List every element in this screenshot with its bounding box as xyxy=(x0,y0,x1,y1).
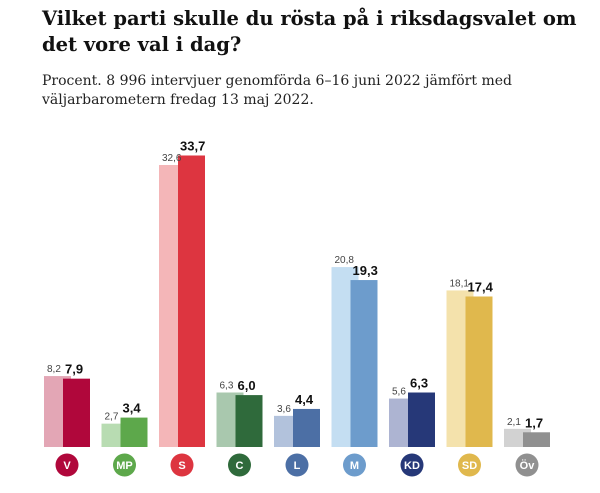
party-badge-ov xyxy=(515,453,539,477)
value-label-current-ov: 1,7 xyxy=(525,415,543,430)
party-label-sd: SD xyxy=(462,460,477,472)
party-label-ov: Öv xyxy=(520,459,536,472)
party-badge-c xyxy=(228,453,251,477)
party-label-s: S xyxy=(178,460,185,472)
party-badge-mp xyxy=(113,453,136,477)
value-label-current-s: 33,7 xyxy=(180,138,205,153)
party-badge-kd xyxy=(400,453,424,477)
party-badge-sd xyxy=(458,453,481,477)
value-label-previous-mp: 2,7 xyxy=(105,412,119,423)
party-label-m: M xyxy=(350,460,359,472)
chart-subtitle: Procent. 8 996 intervjuer genomförda 6–1… xyxy=(42,73,512,108)
bar-current-s xyxy=(178,155,205,447)
party-badge-s xyxy=(170,453,194,477)
value-label-previous-sd: 18,1 xyxy=(450,278,470,289)
party-label-l: L xyxy=(294,460,301,472)
bar-current-ov xyxy=(523,432,550,447)
value-label-previous-s: 32,6 xyxy=(162,153,182,164)
value-label-previous-l: 3,6 xyxy=(277,404,291,415)
value-label-current-sd: 17,4 xyxy=(468,279,494,294)
value-label-current-m: 19,3 xyxy=(353,263,378,278)
party-label-mp: MP xyxy=(116,460,133,472)
party-label-kd: KD xyxy=(404,460,420,472)
value-label-current-c: 6,0 xyxy=(238,378,256,393)
bar-current-c xyxy=(235,395,263,447)
bar-current-mp xyxy=(120,417,148,447)
value-label-previous-kd: 5,6 xyxy=(392,387,406,398)
bar-current-kd xyxy=(408,392,435,447)
bar-current-sd xyxy=(465,296,493,447)
value-label-current-kd: 6,3 xyxy=(410,376,428,391)
bar-current-m xyxy=(350,280,378,447)
chart-title: Vilket parti skulle du rösta på i riksda… xyxy=(42,7,577,56)
value-label-previous-c: 6,3 xyxy=(220,381,234,392)
value-label-current-v: 7,9 xyxy=(65,362,83,377)
bar-current-v xyxy=(63,378,90,447)
party-badge-l xyxy=(285,453,309,477)
party-label-c: C xyxy=(236,460,244,472)
value-label-current-mp: 3,4 xyxy=(123,401,142,416)
bar-current-l xyxy=(293,408,320,447)
party-badge-m xyxy=(343,453,366,477)
value-label-previous-ov: 2,1 xyxy=(507,417,521,428)
value-label-previous-m: 20,8 xyxy=(335,255,355,266)
party-label-v: V xyxy=(63,460,71,472)
party-badge-v xyxy=(55,453,79,477)
value-label-previous-v: 8,2 xyxy=(47,364,61,375)
value-label-current-l: 4,4 xyxy=(295,392,314,407)
